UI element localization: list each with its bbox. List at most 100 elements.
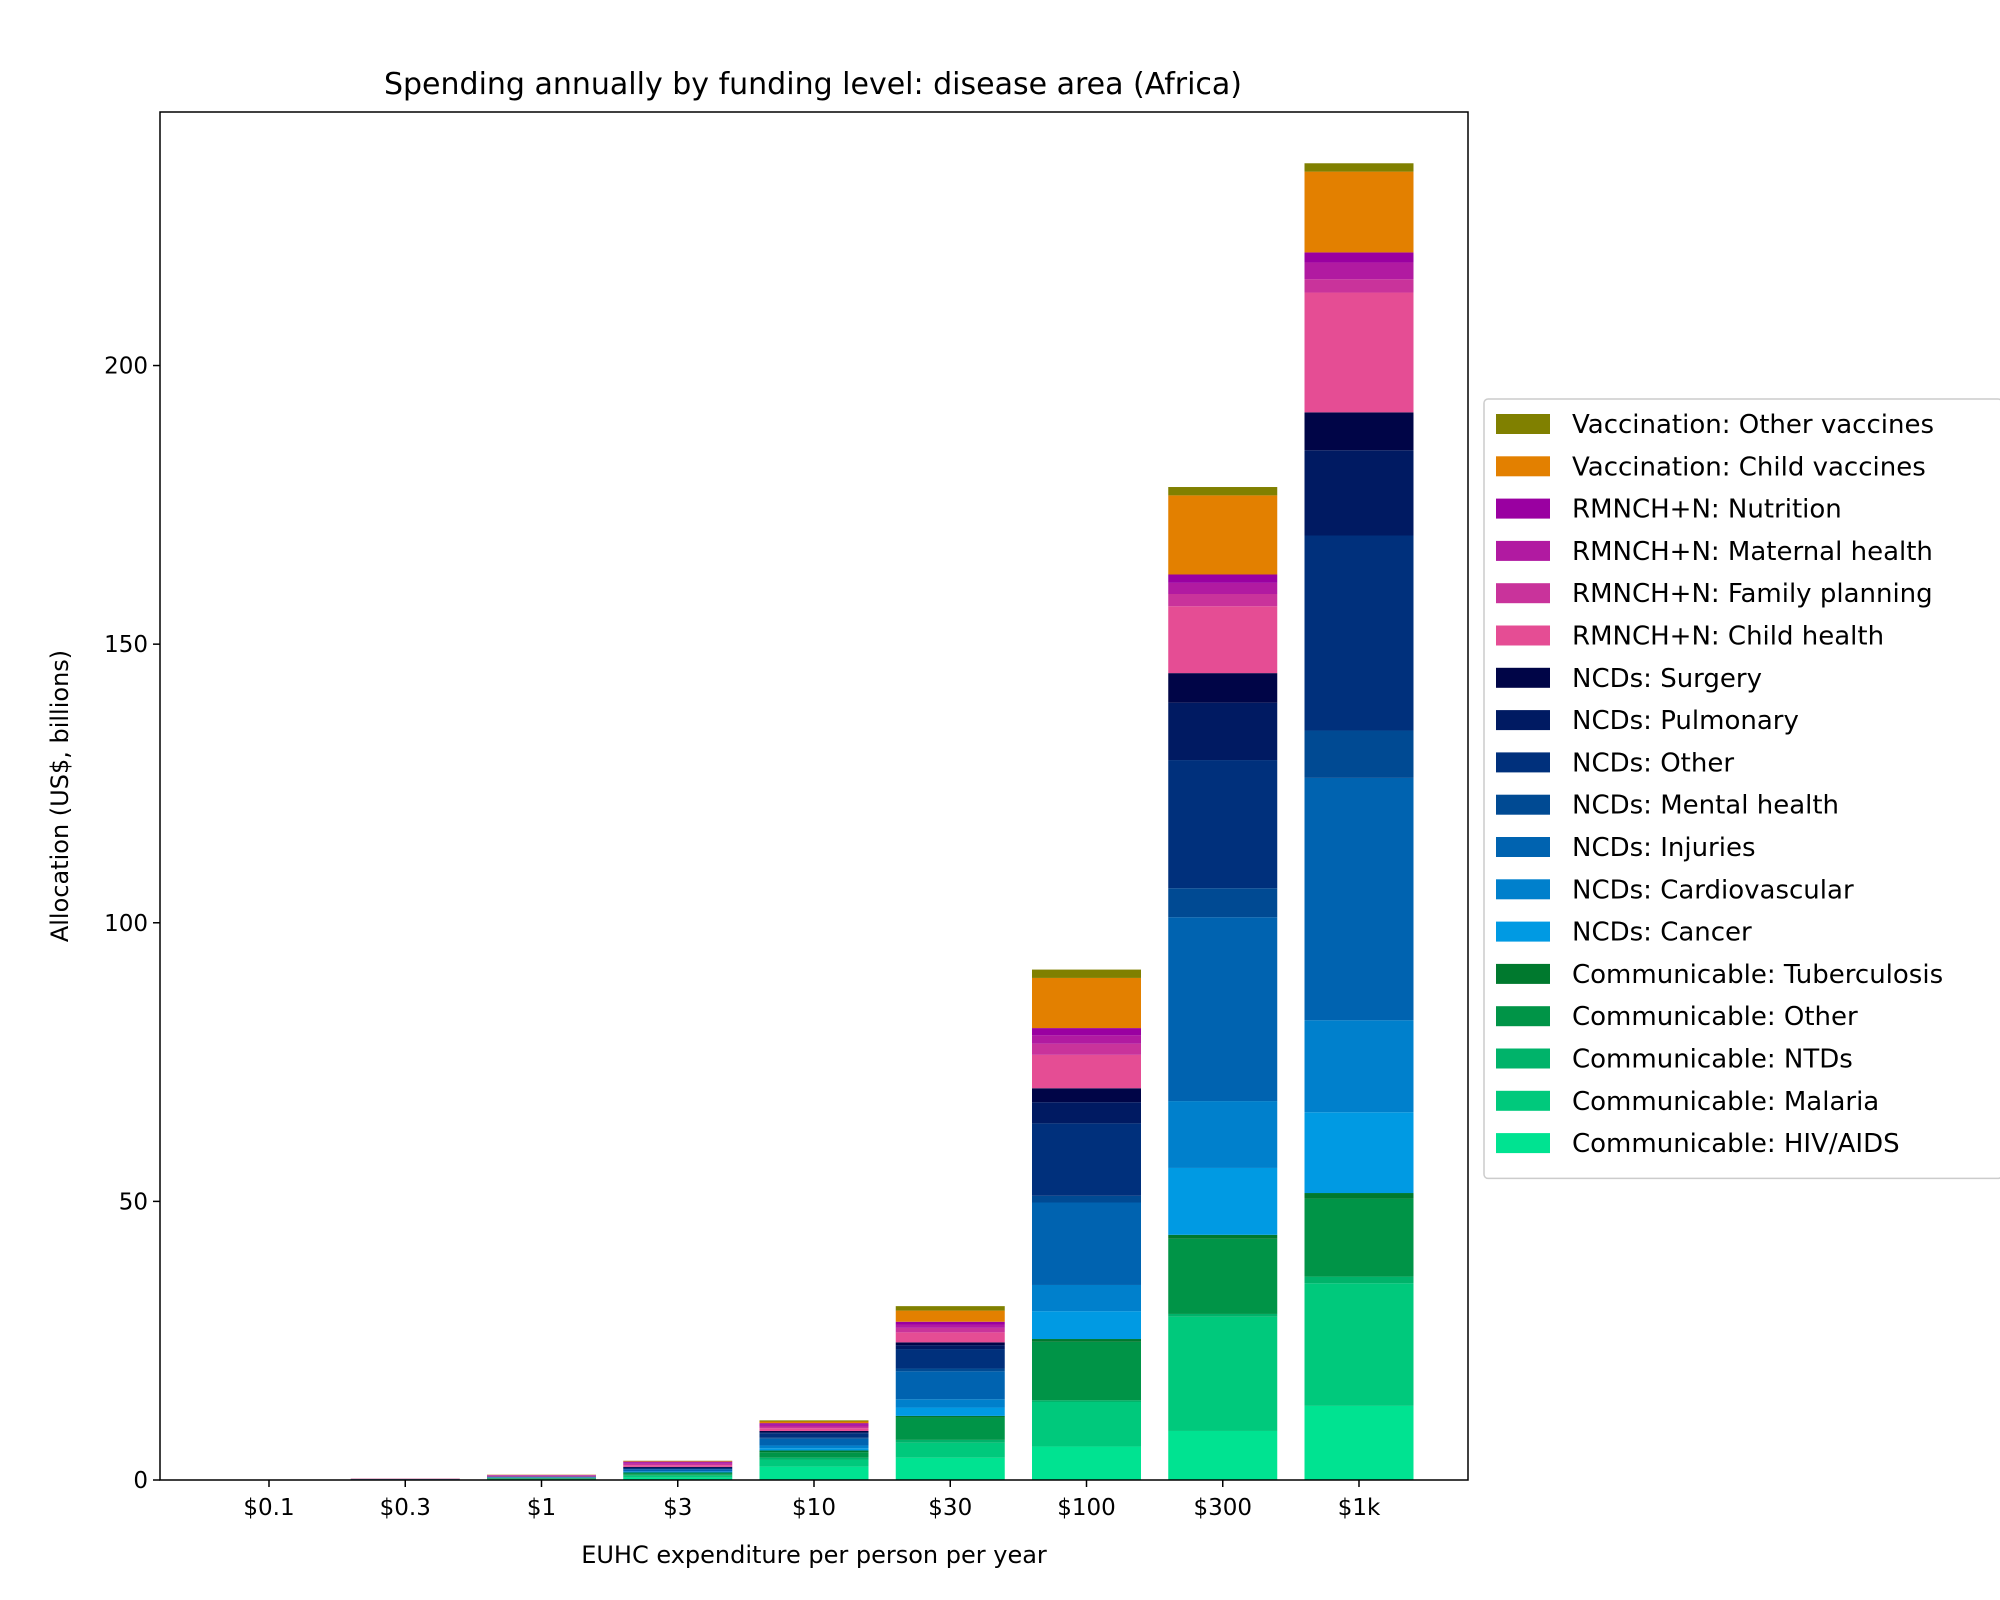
- legend-label-8: NCDs: Other: [1572, 748, 1734, 778]
- x-tick-label-0: $0.1: [243, 1495, 294, 1521]
- bar-segment-3-11: [623, 1466, 733, 1468]
- bar-segment-3-9: [623, 1468, 733, 1470]
- bar-segment-7-11: [1168, 673, 1278, 703]
- bar-segment-8-6: [1304, 1020, 1414, 1113]
- bar-segment-3-16: [623, 1461, 733, 1462]
- bar-segment-6-9: [1032, 1123, 1141, 1196]
- x-axis: $0.1 $0.3 $1 $3 $10 $30 $100 $300 $1k: [243, 1480, 1381, 1521]
- bar-segment-2-3: [487, 1478, 596, 1479]
- y-axis-title: Allocation (US$, billions): [46, 650, 74, 942]
- bar-segment-6-10: [1032, 1102, 1141, 1124]
- x-tick-label-3: $3: [663, 1495, 692, 1521]
- bar-segment-5-3: [895, 1417, 1005, 1440]
- x-tick-label-4: $10: [792, 1495, 836, 1521]
- bar-segment-7-16: [1168, 495, 1278, 575]
- bar-segment-5-12: [895, 1332, 1005, 1343]
- x-tick-label-7: $300: [1193, 1495, 1252, 1521]
- x-tick-label-2: $1: [527, 1495, 556, 1521]
- bar-segment-5-4: [895, 1415, 1005, 1418]
- legend-swatch-17: [1496, 1133, 1550, 1154]
- legend-swatch-10: [1496, 837, 1550, 857]
- bar-segment-5-6: [895, 1399, 1005, 1408]
- bar-segment-7-2: [1168, 1313, 1278, 1317]
- y-tick-label-3: 150: [104, 632, 148, 658]
- bar-segment-4-4: [759, 1450, 869, 1453]
- bar-segment-4-13: [759, 1426, 869, 1429]
- bar-segment-3-3: [623, 1473, 733, 1475]
- bar-segment-4-7: [759, 1438, 869, 1446]
- bar-segment-6-6: [1032, 1284, 1141, 1312]
- bar-segment-6-17: [1032, 969, 1141, 978]
- bar-segment-5-7: [895, 1371, 1005, 1400]
- bar-segment-4-5: [759, 1448, 869, 1451]
- legend-label-14: Communicable: Other: [1572, 1002, 1858, 1032]
- bar-segment-8-10: [1304, 450, 1414, 536]
- bar-segment-4-8: [759, 1437, 869, 1439]
- bar-segment-7-1: [1168, 1316, 1278, 1431]
- bar-segment-6-0: [1032, 1446, 1141, 1480]
- legend-swatch-9: [1496, 794, 1550, 815]
- bar-segment-7-12: [1168, 606, 1278, 674]
- y-tick-label-0: 0: [133, 1468, 148, 1494]
- y-axis: 0 50 100 150 200: [104, 354, 160, 1494]
- bar-segment-8-14: [1304, 262, 1414, 280]
- legend-label-1: Vaccination: Child vaccines: [1572, 452, 1926, 482]
- bar-segment-3-1: [623, 1475, 733, 1478]
- bar-segment-5-1: [895, 1442, 1005, 1458]
- legend-swatch-16: [1496, 1090, 1550, 1111]
- bar-segment-8-3: [1304, 1198, 1414, 1277]
- bar-segment-7-10: [1168, 702, 1278, 761]
- legend-label-6: NCDs: Surgery: [1572, 664, 1762, 694]
- bar-segment-8-15: [1304, 252, 1414, 263]
- bar-segment-5-9: [895, 1349, 1005, 1369]
- bar-segment-6-2: [1032, 1400, 1141, 1402]
- bar-segment-8-2: [1304, 1276, 1414, 1284]
- bar-segment-7-9: [1168, 760, 1278, 889]
- bar-segment-8-16: [1304, 171, 1414, 253]
- bar-segment-5-11: [895, 1342, 1005, 1346]
- chart-title: Spending annually by funding level: dise…: [384, 67, 1242, 102]
- bar-segment-4-2: [759, 1457, 869, 1460]
- bar-segment-7-13: [1168, 594, 1278, 607]
- legend-swatch-0: [1496, 414, 1550, 434]
- x-tick-label-8: $1k: [1338, 1495, 1381, 1521]
- bar-segment-8-7: [1304, 777, 1414, 1021]
- bar-segment-6-15: [1032, 1028, 1141, 1036]
- bar-segment-5-14: [895, 1324, 1005, 1328]
- bar-segment-6-14: [1032, 1035, 1141, 1044]
- bar-segment-8-13: [1304, 279, 1414, 293]
- bar-segment-3-13: [623, 1463, 733, 1466]
- legend-swatch-1: [1496, 456, 1550, 477]
- legend-swatch-14: [1496, 1006, 1550, 1027]
- legend-label-15: Communicable: NTDs: [1572, 1045, 1853, 1075]
- legend-swatch-13: [1496, 963, 1550, 984]
- bar-segment-4-16: [759, 1421, 869, 1424]
- bar-segment-6-11: [1032, 1088, 1141, 1103]
- legend-label-5: RMNCH+N: Child health: [1572, 622, 1884, 652]
- bar-segment-4-11: [759, 1430, 869, 1433]
- legend-swatch-6: [1496, 667, 1550, 688]
- legend-swatch-2: [1496, 498, 1550, 519]
- bar-segment-4-9: [759, 1433, 869, 1438]
- bar-segment-5-2: [895, 1439, 1005, 1443]
- bar-segment-7-8: [1168, 888, 1278, 918]
- bar-segment-7-4: [1168, 1234, 1278, 1239]
- bar-segment-8-0: [1304, 1405, 1414, 1480]
- legend-label-13: Communicable: Tuberculosis: [1572, 960, 1943, 990]
- bar-segment-8-12: [1304, 292, 1414, 413]
- y-tick-label-1: 50: [119, 1189, 148, 1215]
- bar-segment-4-14: [759, 1424, 869, 1427]
- bar-segment-8-17: [1304, 163, 1414, 172]
- bar-segment-5-13: [895, 1327, 1005, 1333]
- legend-label-11: NCDs: Cardiovascular: [1572, 875, 1854, 905]
- legend-swatch-4: [1496, 583, 1550, 604]
- bar-segment-7-7: [1168, 917, 1278, 1102]
- bars-layer: [214, 163, 1414, 1480]
- bar-segment-4-1: [759, 1459, 869, 1467]
- legend-label-7: NCDs: Pulmonary: [1572, 706, 1799, 736]
- bar-segment-4-10: [759, 1432, 869, 1434]
- bar-segment-8-5: [1304, 1112, 1414, 1194]
- legend-swatch-8: [1496, 752, 1550, 773]
- bar-segment-4-17: [759, 1420, 869, 1422]
